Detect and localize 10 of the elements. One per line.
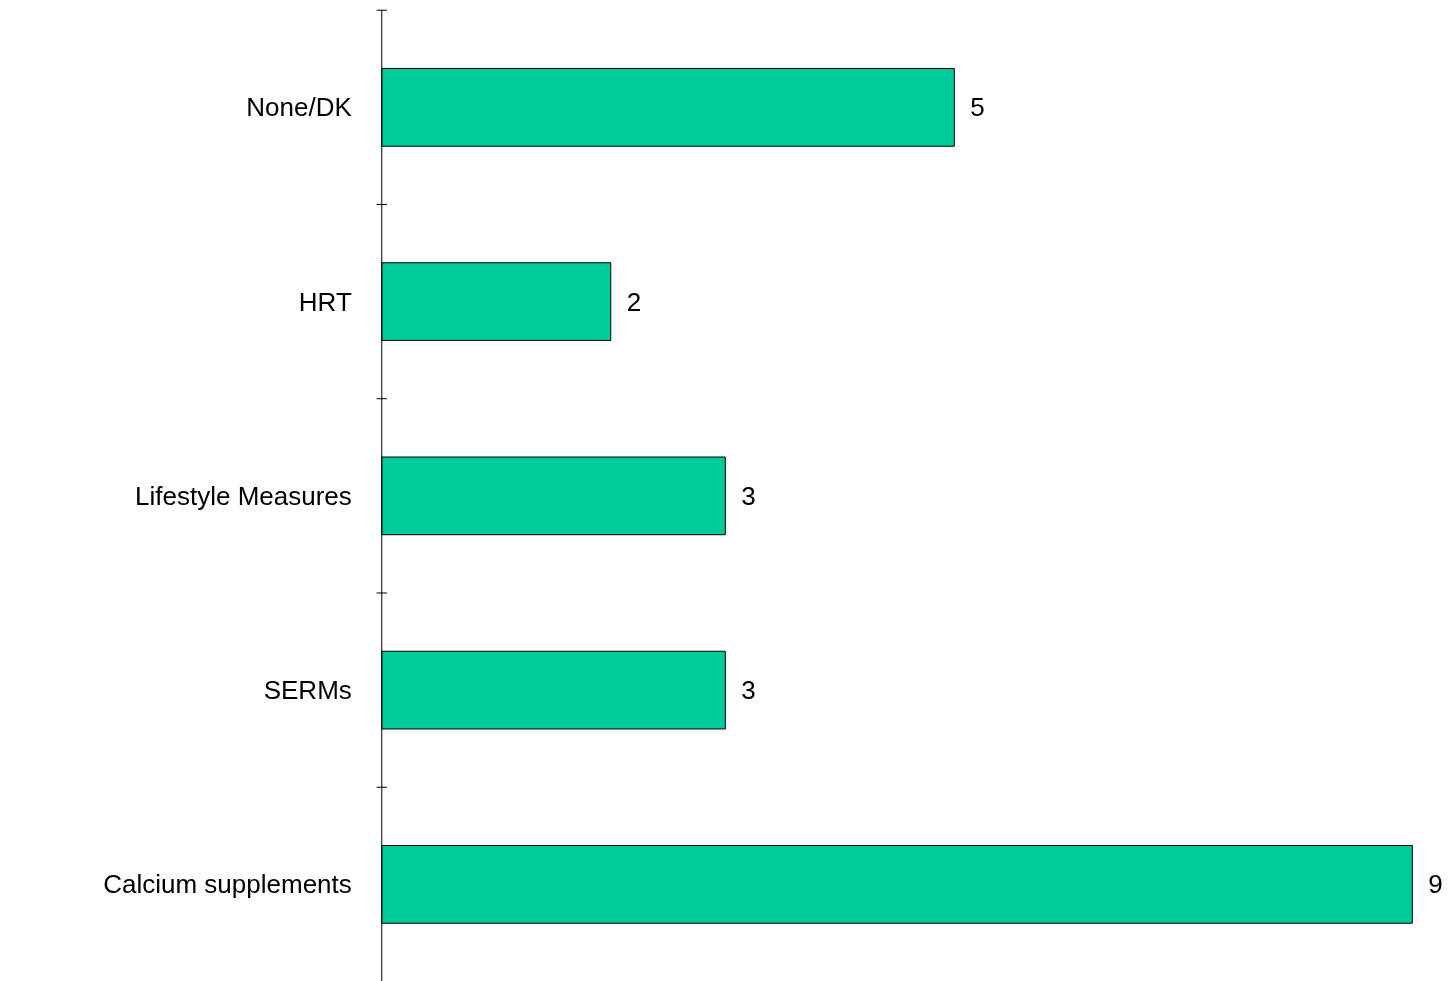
y-tick-label: None/DK [246,92,353,123]
data-label: 2 [626,286,642,317]
y-tick-label: Lifestyle Measures [135,480,352,511]
y-tick-label: HRT [298,286,352,317]
data-label: 9 [1428,869,1443,900]
data-label: 3 [741,675,756,706]
data-label: 5 [970,92,985,123]
y-tick-label: Calcium supplements [103,869,352,900]
y-tick-label: SERMs [263,675,352,706]
data-label: 3 [741,480,756,511]
